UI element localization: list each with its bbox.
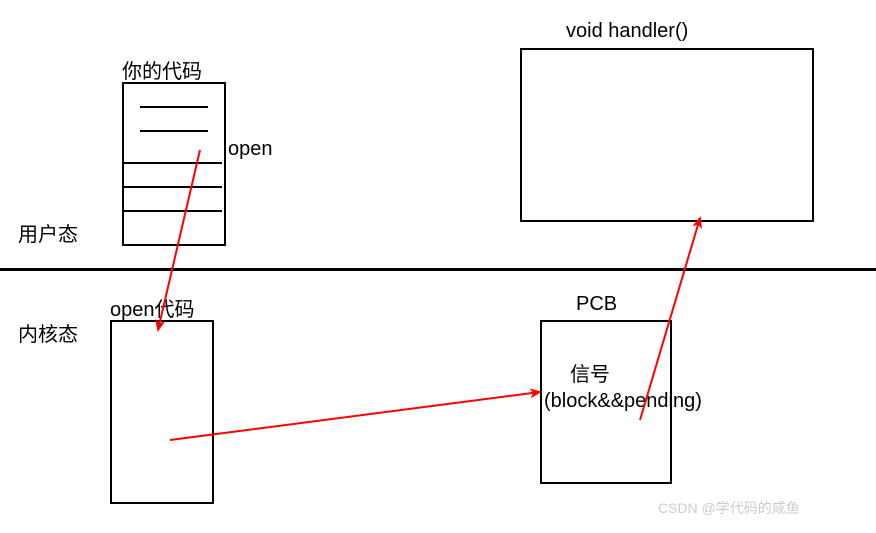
watermark: CSDN @学代码的咸鱼	[658, 498, 800, 518]
code-line	[124, 186, 222, 188]
handler-title: void handler()	[566, 20, 688, 43]
signal-label: 信号	[570, 358, 610, 387]
open-label: open	[228, 138, 273, 161]
open-code-title: open代码	[110, 293, 195, 322]
arrow	[170, 392, 540, 440]
code-line	[124, 162, 222, 164]
pcb-title: PCB	[576, 293, 617, 316]
block-pending-label: (block&&pending)	[544, 390, 702, 413]
your-code-title: 你的代码	[122, 55, 202, 84]
open-code-box	[110, 320, 214, 504]
code-line	[140, 106, 208, 108]
mode-divider	[0, 268, 876, 271]
kernel-mode-label: 内核态	[18, 318, 78, 347]
code-line	[140, 130, 208, 132]
code-line	[124, 210, 222, 212]
user-mode-label: 用户态	[18, 218, 78, 247]
handler-box	[520, 48, 814, 222]
